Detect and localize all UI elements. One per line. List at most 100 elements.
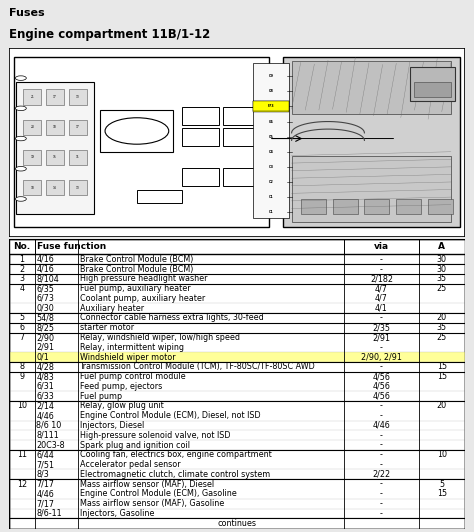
Text: 17: 17 [53,95,57,99]
Bar [182,128,219,146]
Circle shape [15,136,27,141]
Text: Brake Control Module (BCM): Brake Control Module (BCM) [80,255,193,264]
Text: C5: C5 [269,135,273,139]
Bar [46,150,64,165]
Bar [69,89,87,105]
Bar [410,67,456,101]
Text: -: - [380,313,383,322]
Text: Injectors, Diesel: Injectors, Diesel [80,421,144,430]
Text: 20: 20 [30,125,34,129]
Text: 4/83: 4/83 [36,372,54,381]
Text: Mass airflow sensor (MAF), Gasoline: Mass airflow sensor (MAF), Gasoline [80,499,224,508]
Text: 4/16: 4/16 [36,264,54,273]
Text: 4/46: 4/46 [36,411,54,420]
Text: 4/46: 4/46 [36,489,54,498]
Text: 30: 30 [437,255,447,264]
Text: -: - [380,402,383,411]
Text: -: - [380,255,383,264]
Text: 2: 2 [19,264,25,273]
Bar [182,107,219,126]
Text: -: - [380,264,383,273]
Text: Accelerator pedal sensor: Accelerator pedal sensor [80,460,180,469]
Text: 4/28: 4/28 [36,362,54,371]
Text: Feed pump, ejectors: Feed pump, ejectors [80,382,162,391]
Text: C3: C3 [269,165,273,169]
Bar [414,82,451,97]
Text: 13: 13 [76,186,80,189]
Bar [46,120,64,135]
Text: 0/1: 0/1 [36,353,49,362]
Text: 4/56: 4/56 [373,372,391,381]
Text: 8/6-11: 8/6-11 [36,509,62,518]
Bar [46,180,64,195]
Text: 19: 19 [30,155,34,160]
Text: C4: C4 [269,149,273,154]
Text: C1: C1 [269,195,273,199]
Bar [283,57,460,227]
Text: Relay, intermittent wiping: Relay, intermittent wiping [80,343,183,352]
Text: -: - [380,499,383,508]
Bar [9,352,465,362]
Text: 5: 5 [19,313,25,322]
Text: 15: 15 [437,489,447,498]
Text: 15: 15 [437,362,447,371]
Bar [23,120,41,135]
Text: C9: C9 [269,74,273,78]
Text: 35: 35 [437,323,447,332]
Text: No.: No. [13,243,30,252]
Text: -: - [380,450,383,459]
Text: 7/51: 7/51 [36,460,55,469]
Bar [182,168,219,186]
Text: Coolant pump, auxiliary heater: Coolant pump, auxiliary heater [80,294,205,303]
Text: C1: C1 [269,210,273,214]
Text: F73: F73 [268,104,274,109]
Bar [14,57,269,227]
Text: 12: 12 [17,480,27,488]
Text: C4: C4 [269,149,273,154]
Text: 11: 11 [17,450,27,459]
Circle shape [15,106,27,111]
Text: 4: 4 [19,284,25,293]
Text: 8/25: 8/25 [36,323,55,332]
Text: -: - [380,460,383,469]
Text: 18: 18 [53,125,57,129]
Bar [46,89,64,105]
Bar [253,63,289,218]
Bar [9,239,465,254]
Text: starter motor: starter motor [80,323,134,332]
Text: -: - [380,362,383,371]
Text: Relay, windshield wiper, low/high speed: Relay, windshield wiper, low/high speed [80,333,239,342]
Bar [69,120,87,135]
Text: F73: F73 [268,104,274,109]
Text: Engine Control Module (ECM), Diesel, not ISD: Engine Control Module (ECM), Diesel, not… [80,411,260,420]
Text: -: - [380,440,383,450]
Text: 6/31: 6/31 [36,382,54,391]
Text: 5: 5 [439,480,444,488]
Text: 8/6 10: 8/6 10 [36,421,62,430]
Text: C1: C1 [269,195,273,199]
Text: Fuel pump: Fuel pump [80,392,122,401]
Bar [69,150,87,165]
Text: -: - [380,480,383,488]
Text: 4/56: 4/56 [373,392,391,401]
Text: -: - [380,343,383,352]
Text: C6: C6 [269,120,273,123]
Text: Spark plug and ignition coil: Spark plug and ignition coil [80,440,190,450]
Bar [69,180,87,195]
Text: C6: C6 [269,120,273,123]
Text: 4/7: 4/7 [375,294,388,303]
Text: 25: 25 [437,333,447,342]
Bar [396,199,421,214]
Bar [137,189,182,203]
Bar [253,101,289,112]
Text: Injectors, Gasoline: Injectors, Gasoline [80,509,154,518]
Text: 6/73: 6/73 [36,294,54,303]
Bar [301,199,326,214]
Text: -: - [380,489,383,498]
Text: 6/44: 6/44 [36,450,54,459]
Text: C9: C9 [269,74,273,78]
Text: 2/14: 2/14 [36,402,54,411]
Text: 35: 35 [437,275,447,284]
Text: C8: C8 [269,89,273,93]
Text: 20C3-8: 20C3-8 [36,440,65,450]
